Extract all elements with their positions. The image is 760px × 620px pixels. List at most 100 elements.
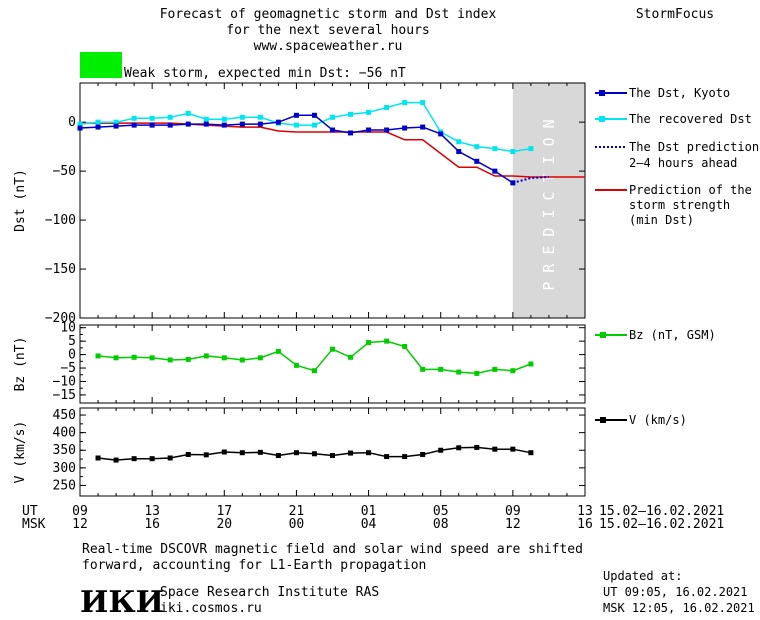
bz-point (528, 361, 534, 367)
legend-recovered: The recovered Dst (629, 112, 752, 126)
bz-point (474, 370, 480, 376)
legend-dst-kyoto-marker (599, 90, 605, 96)
msk-tick-label: 12 (505, 517, 521, 532)
dst-kyoto-point (185, 121, 191, 127)
dst-kyoto-point (384, 127, 390, 133)
recovered-dst-point (257, 114, 263, 120)
bz-point (492, 366, 498, 372)
brand-label: StormFocus (636, 7, 714, 22)
recovered-dst-point (293, 122, 299, 128)
solar-wind-speed-point (420, 451, 426, 457)
v-panel: 450 400 350 300 250 V (km/s) (13, 407, 586, 497)
dst-kyoto-point (510, 180, 516, 186)
y-tick-label: 250 (53, 478, 76, 493)
legend-prediction-2: 2–4 hours ahead (629, 156, 737, 170)
ut-tick-label: 13 (144, 504, 160, 519)
ut-tick-label: 09 (505, 504, 521, 519)
legend-recovered-marker (599, 116, 605, 122)
y-tick-label: −15 (53, 388, 76, 403)
institute-site[interactable]: iki.cosmos.ru (160, 601, 262, 616)
ut-label: UT (22, 504, 38, 519)
bz-point (293, 362, 299, 368)
recovered-dst-point (510, 149, 516, 155)
updated-msk: MSK 12:05, 16.02.2021 (603, 601, 755, 615)
y-tick-label: −150 (45, 262, 76, 277)
bz-point (510, 368, 516, 374)
dst-kyoto-point (456, 149, 462, 155)
recovered-dst-line (79, 101, 532, 153)
y-tick-label: 300 (53, 461, 76, 476)
solar-wind-speed-point (167, 455, 173, 461)
recovered-dst-point (113, 119, 119, 125)
recovered-dst-point (348, 111, 354, 117)
recovered-dst-point (311, 122, 317, 128)
legend-v-marker (600, 417, 606, 423)
recovered-dst-point (456, 139, 462, 145)
ut-tick-label: 05 (433, 504, 449, 519)
recovered-dst-point (185, 110, 191, 116)
bz-point (420, 366, 426, 372)
bz-point (113, 355, 119, 361)
bz-point (348, 354, 354, 360)
solar-wind-speed-point (330, 453, 335, 459)
legend-bz-marker (600, 332, 606, 338)
msk-tick-label: 16 (144, 517, 160, 532)
dst-kyoto-point (95, 124, 101, 130)
msk-tick-label: 08 (433, 517, 449, 532)
bz-point (384, 338, 390, 344)
recovered-dst-point (492, 146, 498, 152)
bz-point (95, 353, 101, 359)
prediction-band (512, 83, 585, 318)
solar-wind-speed-point (185, 451, 191, 457)
solar-wind-speed-point (275, 453, 281, 459)
legend-dst-kyoto: The Dst, Kyoto (629, 86, 730, 100)
title-line-3: www.spaceweather.ru (254, 39, 403, 54)
dst-kyoto-point (311, 112, 317, 118)
dst-kyoto-point (77, 125, 83, 131)
solar-wind-speed-point (239, 450, 245, 456)
recovered-dst-point (167, 114, 173, 120)
ut-tick-label: 17 (216, 504, 232, 519)
dst-kyoto-point (438, 131, 444, 137)
bz-point (257, 355, 263, 361)
legend-bz: Bz (nT, GSM) (629, 328, 716, 342)
msk-label: MSK (22, 517, 46, 532)
msk-tick-label: 04 (361, 517, 377, 532)
dst-kyoto-point (257, 121, 263, 127)
v-legend: V (km/s) (595, 413, 687, 427)
solar-wind-speed-point (456, 445, 462, 451)
recovered-dst-point (366, 109, 372, 115)
ut-tick-label: 13 (577, 504, 593, 519)
solar-wind-speed-point (95, 455, 101, 461)
y-tick-label: −100 (45, 213, 76, 228)
dst-kyoto-point (239, 121, 245, 127)
msk-tick-label: 12 (72, 517, 88, 532)
updated-label: Updated at: (603, 569, 682, 583)
bz-point (203, 353, 209, 359)
recovered-dst-point (221, 116, 227, 122)
legend-v: V (km/s) (629, 413, 687, 427)
y-tick-label: −5 (60, 361, 76, 376)
bz-point (167, 357, 173, 363)
msk-tick-label: 20 (216, 517, 232, 532)
solar-wind-speed-point (293, 450, 299, 456)
msk-date-range: 15.02–16.02.2021 (599, 517, 724, 532)
dst-kyoto-point (492, 168, 498, 174)
y-tick-label: −10 (53, 374, 76, 389)
solar-wind-speed-point (402, 454, 408, 460)
dst-kyoto-point (420, 124, 426, 130)
ut-date-range: 15.02–16.02.2021 (599, 504, 724, 519)
solar-wind-speed-point (438, 447, 444, 453)
dst-kyoto-point (402, 125, 408, 131)
dst-kyoto-point (330, 127, 335, 133)
y-tick-label: 0 (68, 115, 76, 130)
solar-wind-speed-point (528, 450, 534, 456)
y-axis-label: Bz (nT) (13, 337, 28, 392)
recovered-dst-point (95, 119, 101, 125)
y-tick-label: −200 (45, 311, 76, 326)
ut-tick-label: 01 (361, 504, 377, 519)
solar-wind-speed-point (149, 456, 155, 462)
footer-note-2: forward, accounting for L1-Earth propaga… (82, 558, 426, 573)
